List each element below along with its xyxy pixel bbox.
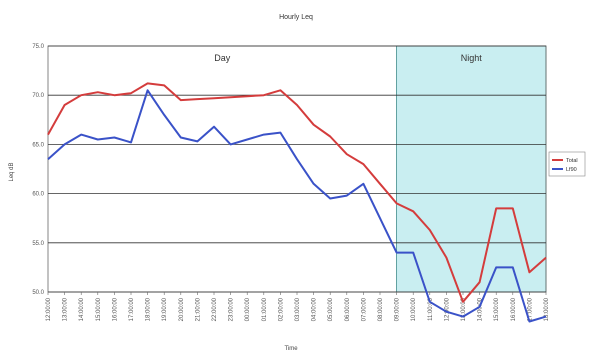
x-tick-label: 21:00:00 bbox=[195, 297, 201, 321]
region-night-band bbox=[396, 45, 547, 293]
series-line-total bbox=[47, 82, 547, 303]
y-axis-label: Leq dB bbox=[9, 162, 15, 181]
x-tick-label: 19:00:00 bbox=[162, 297, 168, 321]
x-tick-label: 11:00:00 bbox=[428, 297, 434, 321]
x-tick-label: 16:00:00 bbox=[112, 297, 118, 321]
x-tick-label: 16:00:00 bbox=[511, 297, 517, 321]
x-tick-label: 13:00:00 bbox=[63, 297, 69, 321]
x-tick-label: 15:00:00 bbox=[494, 297, 500, 321]
x-tick-label: 17:00:00 bbox=[129, 297, 135, 321]
x-tick-label: 23:00:00 bbox=[229, 297, 235, 321]
region-label-day: Day bbox=[214, 53, 231, 63]
x-tick-label: 14:00:00 bbox=[478, 297, 484, 321]
legend-label-total: Total bbox=[566, 158, 578, 164]
x-tick-label: 22:00:00 bbox=[212, 297, 218, 321]
x-tick-label: 20:00:00 bbox=[179, 297, 185, 321]
chart-title: Hourly Leq bbox=[279, 14, 313, 21]
y-tick-label: 50.0 bbox=[32, 290, 44, 296]
legend: Total Lf90 bbox=[548, 151, 586, 177]
x-tick-label: 18:00:00 bbox=[146, 297, 152, 321]
series-line-lf90 bbox=[47, 89, 547, 323]
x-tick-label: 03:00:00 bbox=[295, 297, 301, 321]
x-tick-label: 02:00:00 bbox=[278, 297, 284, 321]
x-tick-label: 13:00:00 bbox=[461, 297, 467, 321]
x-tick-label: 08:00:00 bbox=[378, 297, 384, 321]
x-tick-label: 15:00:00 bbox=[96, 297, 102, 321]
y-tick-label: 65.0 bbox=[32, 142, 44, 148]
x-tick-label: 05:00:00 bbox=[328, 297, 334, 321]
x-tick-label: 09:00:00 bbox=[395, 297, 401, 321]
x-tick-label: 10:00:00 bbox=[411, 297, 417, 321]
y-tick-label: 60.0 bbox=[32, 192, 44, 198]
x-tick-label: 17:00:00 bbox=[527, 297, 533, 321]
x-tick-label: 14:00:00 bbox=[79, 297, 85, 321]
y-axis: 50.0 55.0 60.0 65.0 70.0 75.0 bbox=[32, 44, 44, 296]
x-axis-label: Time bbox=[284, 346, 298, 352]
x-tick-label: 07:00:00 bbox=[361, 297, 367, 321]
plot-area: Day Night bbox=[47, 45, 547, 293]
y-tick-label: 55.0 bbox=[32, 241, 44, 247]
x-tick-label: 00:00:00 bbox=[245, 297, 251, 321]
x-tick-label: 18:00:00 bbox=[544, 297, 550, 321]
x-axis: 12:00:00 13:00:00 14:00:00 15:00:00 16:00:00… bbox=[46, 292, 550, 321]
y-tick-label: 70.0 bbox=[32, 93, 44, 99]
series-lines bbox=[47, 82, 547, 323]
x-tick-label: 01:00:00 bbox=[262, 297, 268, 321]
x-tick-label: 12:00:00 bbox=[444, 297, 450, 321]
legend-label-lf90: Lf90 bbox=[566, 167, 577, 173]
legend-box bbox=[548, 151, 586, 177]
x-tick-label: 04:00:00 bbox=[312, 297, 318, 321]
region-label-night: Night bbox=[461, 53, 483, 63]
x-tick-label: 06:00:00 bbox=[345, 297, 351, 321]
x-tick-label: 12:00:00 bbox=[46, 297, 52, 321]
y-tick-label: 75.0 bbox=[32, 44, 44, 50]
